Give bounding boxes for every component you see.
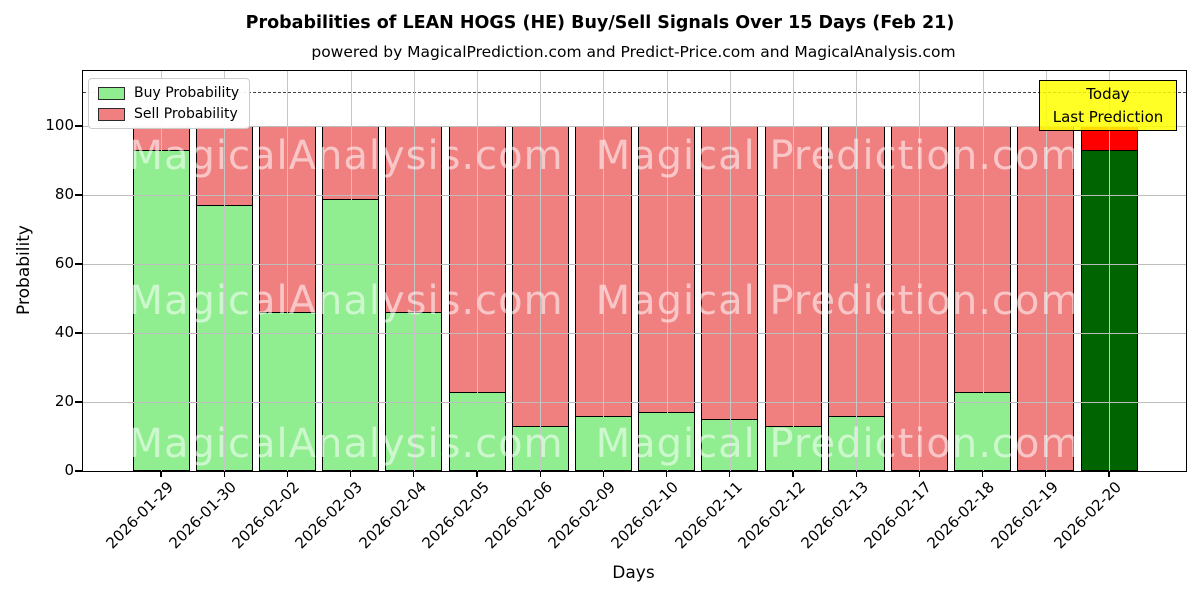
x-tick-label: 2026-02-12 [734, 478, 809, 553]
y-tick-mark [75, 125, 82, 127]
v-gridline [161, 71, 162, 471]
v-gridline [413, 71, 415, 471]
chart-title: Probabilities of LEAN HOGS (HE) Buy/Sell… [245, 13, 955, 33]
legend-item-buy: Buy Probability [98, 85, 239, 101]
legend-item-sell: Sell Probability [98, 106, 239, 122]
h-gridline [83, 333, 1186, 335]
x-tick-mark [349, 471, 352, 477]
dashed-threshold-line [83, 91, 1186, 93]
y-tick-label: 0 [64, 461, 74, 479]
v-gridline [603, 71, 605, 471]
y-tick-label: 100 [45, 116, 74, 135]
y-tick-label: 60 [54, 254, 74, 273]
legend-label-sell: Sell Probability [134, 106, 238, 122]
x-tick-mark [160, 471, 162, 477]
x-tick-label: 2026-02-18 [923, 478, 999, 553]
x-tick-label: 2026-02-11 [671, 478, 746, 553]
v-gridline [856, 71, 858, 471]
h-gridline [83, 402, 1186, 404]
plot-area: Buy Probability Sell Probability Today La… [75, 70, 1187, 552]
x-tick-mark [602, 471, 605, 477]
x-tick-mark [981, 471, 984, 477]
x-tick-mark [286, 471, 289, 477]
y-tick-mark [75, 470, 82, 472]
x-tick-label: 2026-02-10 [607, 478, 683, 553]
x-tick-mark [1108, 471, 1110, 477]
x-tick-label: 2026-02-13 [797, 478, 872, 553]
x-tick-mark [413, 471, 415, 477]
v-gridline [919, 71, 921, 471]
y-tick-label: 40 [54, 323, 74, 342]
x-tick-mark [792, 471, 794, 477]
x-tick-mark [476, 471, 478, 477]
x-tick-mark [223, 471, 225, 477]
chart-subtitle: powered by MagicalPrediction.com and Pre… [311, 43, 956, 61]
v-gridline [477, 71, 478, 471]
h-gridline [83, 195, 1186, 197]
v-gridline [287, 71, 289, 471]
x-tick-label: 2026-02-06 [481, 478, 556, 553]
y-tick-label: 80 [54, 185, 74, 204]
x-tick-label: 2026-02-05 [418, 478, 493, 553]
v-gridline [1109, 71, 1110, 471]
x-axis-title: Days [612, 563, 655, 583]
y-tick-label: 20 [54, 392, 74, 411]
legend-label-buy: Buy Probability [134, 85, 240, 101]
v-gridline [224, 71, 226, 471]
y-tick-mark [75, 332, 82, 334]
v-gridline [666, 71, 668, 471]
x-tick-mark [1045, 471, 1047, 477]
h-gridline [83, 126, 1186, 128]
v-gridline [1045, 71, 1047, 471]
v-gridline [350, 71, 352, 471]
x-tick-label: 2026-02-19 [987, 478, 1062, 553]
x-tick-mark [729, 471, 731, 477]
legend-swatch-sell [98, 107, 125, 121]
today-annotation-line2: Last Prediction [1052, 107, 1164, 126]
v-gridline [982, 71, 984, 471]
h-gridline [83, 264, 1186, 266]
x-tick-label: 2026-01-30 [165, 478, 240, 553]
x-tick-label: 2026-02-04 [355, 478, 430, 553]
legend-swatch-buy [98, 86, 125, 100]
legend: Buy Probability Sell Probability [88, 78, 251, 129]
y-tick-mark [75, 401, 82, 403]
x-tick-mark [855, 471, 857, 477]
y-tick-mark [75, 263, 82, 265]
x-tick-mark [665, 471, 668, 477]
x-tick-label: 2026-01-29 [102, 478, 177, 553]
v-gridline [729, 71, 731, 471]
x-tick-label: 2026-02-20 [1050, 478, 1125, 553]
today-annotation-box: Today Last Prediction [1039, 80, 1177, 131]
x-tick-mark [918, 471, 921, 477]
today-annotation-line1: Today [1086, 84, 1130, 103]
x-tick-label: 2026-02-02 [228, 478, 304, 553]
x-tick-label: 2026-02-17 [860, 478, 936, 553]
x-tick-mark [539, 471, 541, 477]
x-tick-label: 2026-02-03 [291, 478, 367, 553]
v-gridline [793, 71, 794, 471]
x-tick-label: 2026-02-09 [544, 478, 620, 553]
y-tick-mark [75, 194, 82, 196]
v-gridline [540, 71, 542, 471]
